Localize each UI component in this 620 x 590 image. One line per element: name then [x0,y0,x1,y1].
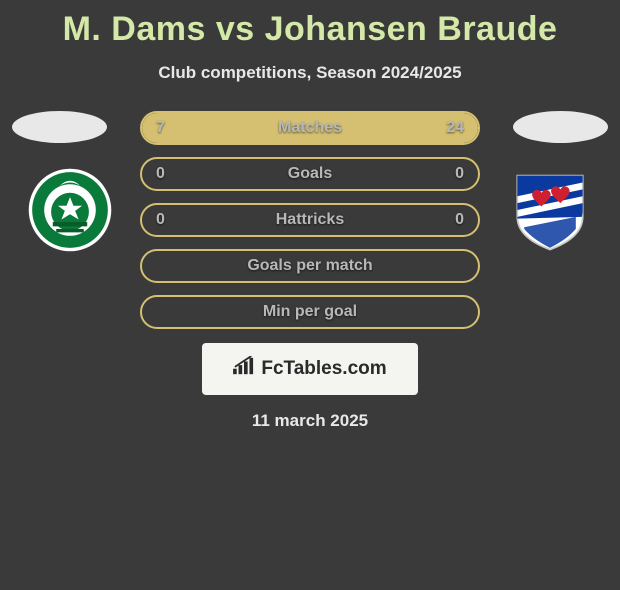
stat-value-right: 24 [446,119,464,137]
bar-chart-icon [233,356,255,382]
stats-list: 7 Matches 24 0 Goals 0 0 Hattricks 0 Goa… [140,111,480,329]
stat-row-min-per-goal: Min per goal [140,295,480,329]
stat-row-goals-per-match: Goals per match [140,249,480,283]
club-badge-left [20,167,120,252]
player-avatar-left [12,111,107,143]
stat-row-goals: 0 Goals 0 [140,157,480,191]
stat-label: Goals [288,165,332,183]
stat-row-hattricks: 0 Hattricks 0 [140,203,480,237]
heerenveen-crest-icon [507,167,593,253]
stat-label: Goals per match [247,257,372,275]
stat-row-matches: 7 Matches 24 [140,111,480,145]
page-title: M. Dams vs Johansen Braude [0,10,620,49]
fctables-logo[interactable]: FcTables.com [202,343,418,395]
stat-value-left: 0 [156,165,165,183]
date-label: 11 march 2025 [0,411,620,431]
stat-label: Hattricks [276,211,344,229]
stat-value-left: 0 [156,211,165,229]
club-badge-right [500,167,600,252]
comparison-content: 7 Matches 24 0 Goals 0 0 Hattricks 0 Goa… [0,111,620,431]
al-ahli-crest-icon [27,167,113,253]
logo-text: FcTables.com [261,358,386,380]
stat-value-right: 0 [455,211,464,229]
stat-value-right: 0 [455,165,464,183]
stat-fill-right [216,113,478,143]
player-avatar-right [513,111,608,143]
subtitle: Club competitions, Season 2024/2025 [0,63,620,83]
stat-fill-left [142,113,216,143]
stat-label: Matches [278,119,342,137]
stat-value-left: 7 [156,119,165,137]
stat-label: Min per goal [263,303,357,321]
